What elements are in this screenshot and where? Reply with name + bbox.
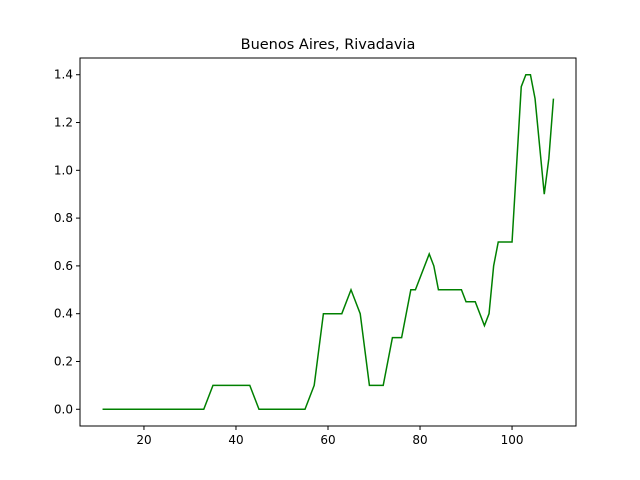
y-tick-label: 0.0 bbox=[54, 402, 73, 416]
line bbox=[102, 73, 555, 411]
x-tick-label: 40 bbox=[228, 433, 243, 447]
y-tick-label: 1.2 bbox=[54, 116, 73, 130]
y-tick-label: 1.4 bbox=[54, 68, 73, 82]
y-tick-label: 0.6 bbox=[54, 259, 73, 273]
y-tick-label: 0.2 bbox=[54, 354, 73, 368]
y-tick-label: 0.4 bbox=[54, 307, 73, 321]
x-tick-label: 100 bbox=[501, 433, 524, 447]
y-tick-label: 1.0 bbox=[54, 163, 73, 177]
x-tick-label: 80 bbox=[412, 433, 427, 447]
chart-title: Buenos Aires, Rivadavia bbox=[241, 37, 416, 53]
x-tick-label: 60 bbox=[320, 433, 335, 447]
y-tick-label: 0.8 bbox=[54, 211, 73, 225]
x-tick-label: 20 bbox=[136, 433, 151, 447]
plot-frame bbox=[79, 57, 577, 427]
